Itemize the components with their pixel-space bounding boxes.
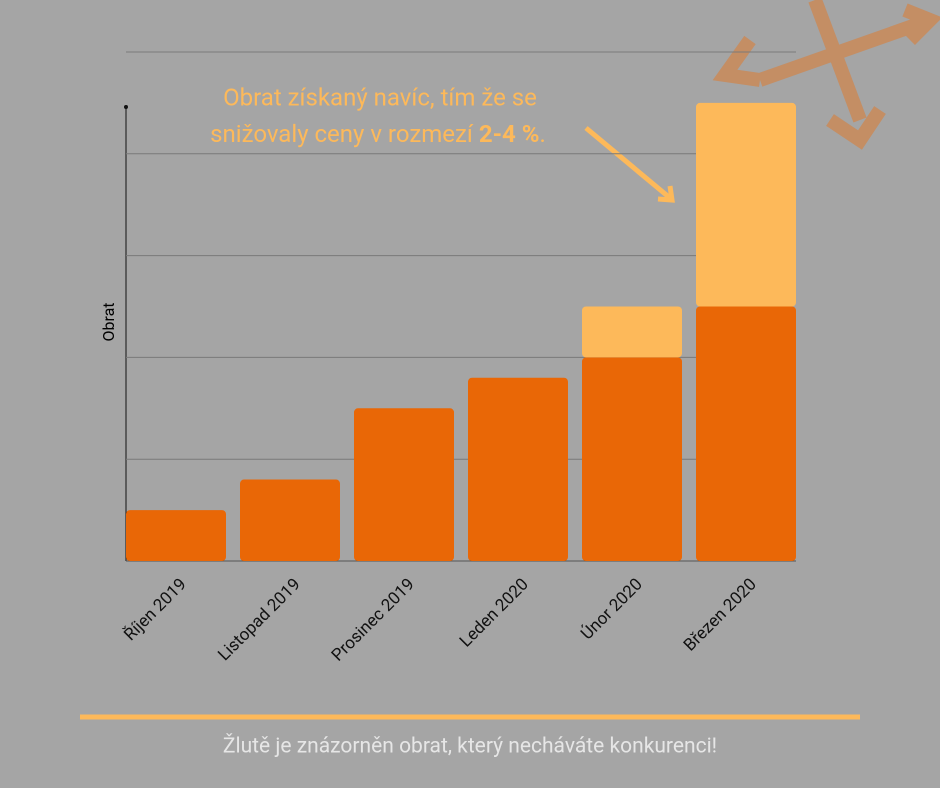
- logo: [712, 0, 940, 150]
- y-label: Obrat: [99, 302, 118, 341]
- x-tick-label: Říjen 2019: [120, 575, 190, 645]
- bar-segment: [582, 357, 682, 561]
- x-tick-label: Listopad 2019: [214, 575, 304, 665]
- annotation: snižovaly ceny v rozmezí: [210, 120, 479, 148]
- bar-segment: [240, 479, 340, 561]
- bar-segment: [354, 408, 454, 561]
- annotation-bold: 2-4 %: [479, 120, 540, 148]
- axis-dot: [124, 105, 128, 109]
- annotation: Obrat získaný navíc, tím že se: [223, 83, 537, 111]
- bar-segment: [696, 102, 796, 307]
- footer: Žlutě je znázorněn obrat, který nechávát…: [223, 734, 717, 759]
- bar-segment: [582, 306, 682, 358]
- x-tick-label: Leden 2020: [456, 575, 533, 652]
- arrow: [584, 126, 675, 203]
- annotation: snižovaly ceny v rozmezí 2-4 %.: [210, 120, 546, 148]
- x-tick-label: Prosinec 2019: [328, 575, 419, 666]
- bar-segment: [126, 510, 226, 561]
- x-tick-label: Únor 2020: [576, 574, 646, 644]
- annotation: .: [540, 120, 546, 148]
- bar-segment: [696, 306, 796, 561]
- x-tick-label: Březen 2020: [680, 575, 761, 656]
- bar-segment: [468, 377, 568, 561]
